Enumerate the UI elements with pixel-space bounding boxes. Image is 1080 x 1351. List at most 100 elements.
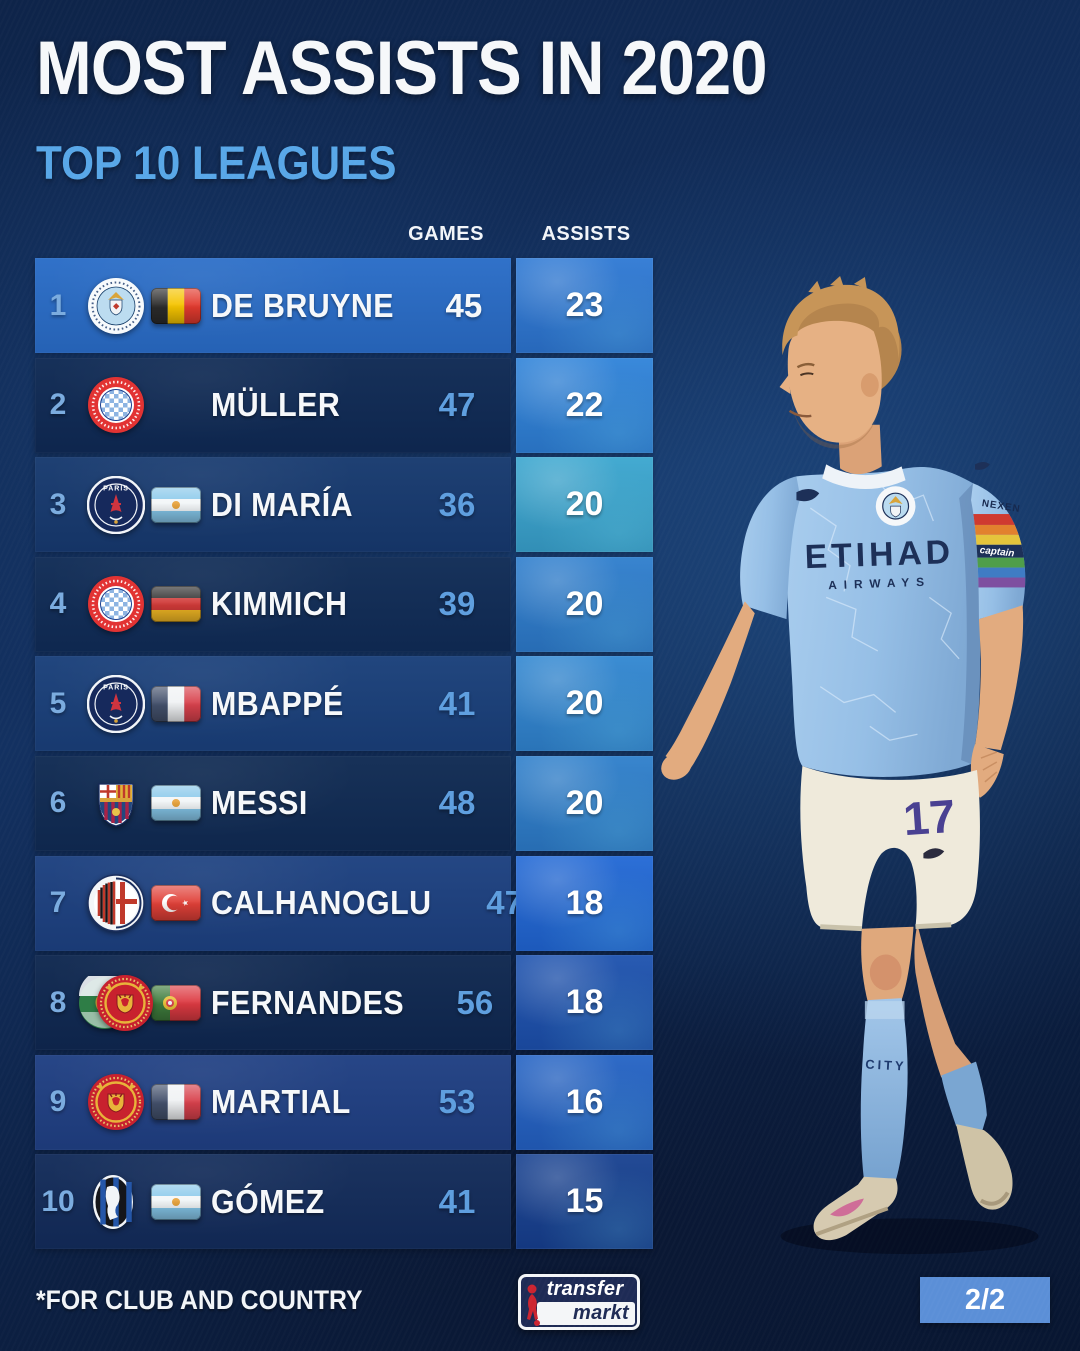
player-name: DI MARÍA bbox=[211, 485, 353, 523]
table-row: 6 MESSI 48 20 bbox=[35, 755, 655, 851]
club-badges bbox=[81, 1154, 151, 1249]
flag-germany-icon bbox=[151, 586, 201, 623]
flag-cell bbox=[151, 756, 211, 851]
club-badges bbox=[81, 358, 151, 453]
player-hair bbox=[782, 284, 900, 360]
assists-cell: 20 bbox=[516, 457, 653, 553]
assists-cell: 15 bbox=[516, 1154, 653, 1250]
rank-label: 3 bbox=[49, 487, 67, 521]
flag-cell bbox=[151, 1154, 211, 1249]
player-name: FERNANDES bbox=[211, 983, 405, 1021]
table-row: 9 MARTIAL 53 16 bbox=[35, 1054, 655, 1150]
assists-cell: 20 bbox=[516, 656, 653, 752]
player-name: KIMMICH bbox=[211, 585, 348, 623]
svg-text:PARIS: PARIS bbox=[103, 485, 129, 492]
player-right-hand bbox=[970, 744, 1004, 798]
assists-value: 18 bbox=[565, 883, 604, 922]
club-badges bbox=[81, 557, 151, 652]
club-badge-manchester-united-icon bbox=[88, 1074, 144, 1131]
club-badge-bayern-munich-icon bbox=[88, 377, 144, 434]
puma-shoulder-logo-icon bbox=[974, 461, 990, 470]
games-value: 45 bbox=[445, 286, 483, 324]
player-mouth bbox=[788, 409, 812, 418]
assists-cell: 16 bbox=[516, 1054, 653, 1150]
column-header-games: GAMES bbox=[408, 223, 484, 245]
games-value: 47 bbox=[438, 386, 476, 424]
club-badge-atalanta-icon bbox=[93, 1174, 133, 1229]
column-header-assists: ASSISTS bbox=[541, 223, 631, 245]
flag-argentina-icon bbox=[151, 486, 201, 523]
flag-cell bbox=[151, 856, 211, 951]
shirt-sponsor-subtext: AIRWAYS bbox=[828, 575, 931, 593]
rank-label: 8 bbox=[49, 985, 67, 1019]
rank-label: 5 bbox=[49, 686, 67, 720]
row-main: 5 PARIS MBAPPÉ 41 bbox=[35, 656, 511, 752]
assists-value: 15 bbox=[565, 1182, 604, 1221]
club-badge-psg-icon: PARIS bbox=[87, 674, 145, 733]
flag-cell bbox=[151, 955, 211, 1050]
city-crest-eagle bbox=[888, 496, 903, 505]
assists-value: 20 bbox=[565, 783, 604, 822]
player-front-sock bbox=[860, 998, 908, 1181]
assists-cell: 18 bbox=[516, 955, 653, 1051]
club-badge-bayern-munich-icon bbox=[88, 576, 144, 633]
player-back-sock bbox=[941, 1061, 987, 1133]
assists-value: 20 bbox=[565, 485, 604, 524]
flag-france-icon bbox=[151, 685, 201, 722]
page-indicator-badge: 2/2 bbox=[920, 1277, 1050, 1323]
flag-cell bbox=[151, 1055, 211, 1150]
nike-swoosh-icon bbox=[830, 1198, 864, 1217]
rank-label: 4 bbox=[49, 587, 67, 621]
puma-shorts-logo-icon bbox=[923, 848, 945, 859]
assists-value: 16 bbox=[565, 1082, 604, 1121]
row-main: 10 GÓMEZ 41 bbox=[35, 1154, 511, 1250]
rank-label: 7 bbox=[49, 886, 67, 920]
flag-cell bbox=[151, 358, 211, 453]
club-badge-manchester-city-icon bbox=[88, 277, 144, 334]
transfermarkt-logo-line2: markt bbox=[573, 1302, 629, 1324]
table-row: 10 GÓMEZ 41 15 bbox=[35, 1154, 655, 1250]
player-left-forearm bbox=[665, 601, 755, 770]
assists-cell: 20 bbox=[516, 556, 653, 652]
player-name: GÓMEZ bbox=[211, 1182, 325, 1220]
player-back-boot bbox=[956, 1124, 1013, 1210]
club-badges bbox=[81, 856, 151, 951]
flag-cell bbox=[151, 557, 211, 652]
flag-belgium-icon bbox=[151, 287, 201, 324]
rank-label: 1 bbox=[49, 288, 67, 322]
flag-portugal-icon bbox=[151, 984, 201, 1021]
player-collar bbox=[822, 464, 906, 489]
page-subtitle: TOP 10 LEAGUES bbox=[36, 136, 397, 189]
player-eye bbox=[800, 372, 814, 377]
club-badges: PARIS bbox=[81, 457, 151, 552]
player-front-thigh bbox=[861, 926, 914, 1003]
player-name: MESSI bbox=[211, 784, 308, 822]
row-main: 4 KIMMICH 39 bbox=[35, 556, 511, 652]
shorts-number: 17 bbox=[902, 790, 957, 845]
table-row: 8 FERNANDES 56 18 bbox=[35, 955, 655, 1051]
club-badges bbox=[81, 756, 151, 851]
table-row: 3 PARIS DI MARÍA 36 20 bbox=[35, 457, 655, 553]
svg-text:PARIS: PARIS bbox=[103, 684, 129, 691]
player-back-calf bbox=[914, 924, 974, 1078]
club-badges bbox=[81, 258, 151, 353]
games-value: 48 bbox=[438, 784, 476, 822]
player-brow bbox=[796, 362, 815, 369]
assists-value: 18 bbox=[565, 983, 604, 1022]
table-row: 1 DE BRUYNE 45 23 bbox=[35, 258, 655, 353]
assists-value: 20 bbox=[565, 584, 604, 623]
assists-cell: 23 bbox=[516, 258, 653, 353]
games-value: 41 bbox=[438, 684, 476, 722]
row-main: 6 MESSI 48 bbox=[35, 755, 511, 851]
transfermarkt-logo: transfer markt bbox=[518, 1274, 640, 1330]
player-name: DE BRUYNE bbox=[211, 286, 394, 324]
club-badges bbox=[81, 1055, 151, 1150]
table-row: 2 MÜLLER 47 22 bbox=[35, 357, 655, 453]
city-crest-shield bbox=[890, 505, 901, 518]
assists-cell: 18 bbox=[516, 855, 653, 951]
player-fingers bbox=[980, 751, 998, 783]
flag-cell bbox=[151, 258, 211, 353]
rank-label: 6 bbox=[49, 786, 67, 820]
flag-argentina-icon bbox=[151, 1183, 201, 1220]
